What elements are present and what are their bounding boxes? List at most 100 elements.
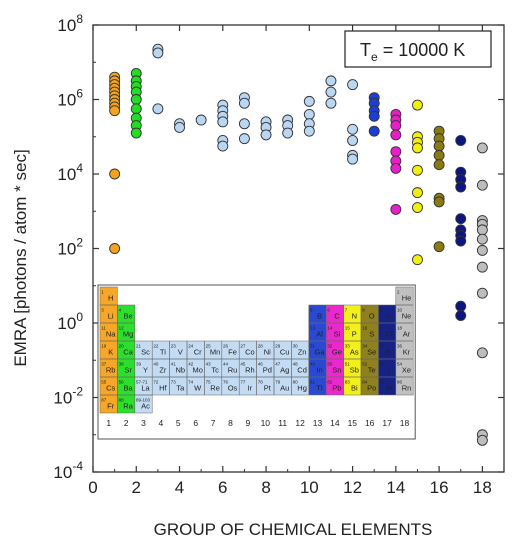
data-point-group-11	[325, 86, 337, 98]
data-point-group-3	[152, 47, 164, 59]
data-point-group-17	[455, 135, 467, 146]
inset-atomic-number: 33	[345, 344, 351, 349]
inset-element-symbol: As	[350, 348, 359, 357]
x-tick-label: 0	[88, 478, 97, 497]
inset-element-symbol: F	[387, 312, 392, 321]
inset-atomic-number: 43	[206, 362, 212, 367]
data-point-group-16	[433, 159, 445, 171]
inset-column-band-10	[256, 341, 274, 395]
inset-atomic-number: 1	[101, 290, 104, 295]
inset-atomic-number: 50	[327, 362, 333, 367]
inset-element-symbol: Kr	[403, 348, 411, 357]
inset-element-symbol: Tc	[211, 366, 219, 375]
x-axis-label: GROUP OF CHEMICAL ELEMENTS	[154, 520, 433, 539]
inset-element-symbol: Sr	[124, 366, 132, 375]
data-point-group-12	[347, 135, 359, 146]
inset-atomic-number: 85	[380, 380, 386, 385]
data-point-group-14	[390, 146, 402, 158]
inset-atomic-number: 56	[119, 380, 125, 385]
inset-atomic-number: 13	[310, 326, 316, 331]
inset-element-symbol: Hf	[159, 384, 167, 393]
inset-atomic-number: 74	[188, 380, 194, 385]
inset-element-symbol: Bi	[351, 384, 358, 393]
inset-element-symbol: Ti	[160, 348, 166, 357]
inset-group-number: 13	[313, 418, 323, 428]
inset-atomic-number: 27	[240, 344, 246, 349]
data-point-group-4	[174, 121, 185, 133]
inset-element-symbol: Xe	[402, 366, 411, 375]
inset-element-symbol: Ni	[264, 348, 271, 357]
inset-atomic-number: 15	[345, 326, 351, 331]
inset-atomic-number: 39	[136, 362, 142, 367]
inset-element-symbol: Pb	[332, 384, 341, 393]
temperature-annotation: Te = 10000 K	[344, 30, 492, 68]
inset-atomic-number: 48	[293, 362, 299, 367]
inset-group-number: 5	[176, 418, 181, 428]
annotation-box	[344, 30, 492, 68]
data-point-group-7	[238, 118, 250, 130]
inset-atomic-number: 42	[188, 362, 194, 367]
inset-element-symbol: Cs	[106, 384, 115, 393]
inset-atomic-number: 36	[397, 344, 403, 349]
data-point-group-17	[455, 300, 467, 312]
inset-element-symbol: Cu	[280, 348, 290, 357]
data-point-group-11	[325, 97, 337, 109]
inset-element-symbol: Ru	[228, 366, 238, 375]
inset-column-band-9	[239, 341, 257, 395]
data-point-group-15	[412, 187, 423, 199]
inset-atomic-number: 37	[101, 362, 107, 367]
inset-element-symbol: Ac	[141, 402, 150, 411]
data-point-group-1	[109, 168, 121, 180]
y-tick-label: 104	[57, 161, 83, 184]
inset-atomic-number: 75	[206, 380, 212, 385]
data-point-group-13	[368, 125, 380, 137]
data-point-group-5	[195, 114, 207, 126]
inset-element-symbol: Na	[106, 330, 116, 339]
data-point-group-10	[303, 108, 315, 120]
inset-element-symbol: Sn	[332, 366, 341, 375]
inset-atomic-number: 23	[171, 344, 177, 349]
data-point-group-18	[476, 434, 488, 446]
data-point-group-12	[347, 79, 359, 91]
inset-atomic-number: 3	[101, 308, 104, 313]
inset-atomic-number: 41	[171, 362, 177, 367]
inset-atomic-number: 7	[345, 308, 348, 313]
x-tick-label: 2	[132, 478, 141, 497]
data-point-group-10	[303, 95, 315, 107]
data-point-group-13	[368, 110, 380, 122]
inset-element-symbol: Po	[367, 384, 376, 393]
inset-atomic-number: 78	[258, 380, 264, 385]
inset-element-symbol: Pt	[264, 384, 272, 393]
inset-element-symbol: Ca	[123, 348, 133, 357]
inset-column-band-8	[221, 341, 240, 395]
y-tick-label: 106	[57, 87, 83, 110]
inset-element-symbol: Zn	[298, 348, 307, 357]
data-point-group-18	[476, 261, 488, 273]
inset-atomic-number: 81	[310, 380, 316, 385]
data-point-group-10	[303, 125, 315, 137]
inset-atomic-number: 82	[327, 380, 333, 385]
inset-element-symbol: Al	[316, 330, 323, 339]
inset-element-symbol: Ba	[124, 384, 134, 393]
inset-element-symbol: Cr	[194, 348, 202, 357]
data-point-group-15	[412, 254, 423, 266]
data-point-group-17	[455, 181, 467, 193]
data-point-group-7	[238, 97, 250, 109]
inset-element-symbol: W	[194, 384, 202, 393]
inset-atomic-number: 17	[380, 326, 386, 331]
inset-atomic-number: 30	[293, 344, 299, 349]
data-point-group-14	[390, 162, 402, 174]
inset-atomic-number: 29	[275, 344, 281, 349]
inset-element-symbol: Co	[245, 348, 255, 357]
inset-element-symbol: Hg	[297, 384, 307, 393]
data-point-group-18	[476, 224, 488, 236]
data-point-group-1	[109, 243, 121, 254]
data-point-group-18	[476, 244, 488, 256]
inset-column-band-6	[187, 341, 205, 395]
inset-atomic-number: 88	[119, 398, 125, 403]
data-point-group-1	[109, 105, 121, 117]
inset-atomic-number: 19	[101, 344, 107, 349]
inset-atomic-number: 87	[101, 398, 107, 403]
inset-element-symbol: K	[108, 348, 113, 357]
inset-group-number: 8	[228, 418, 233, 428]
